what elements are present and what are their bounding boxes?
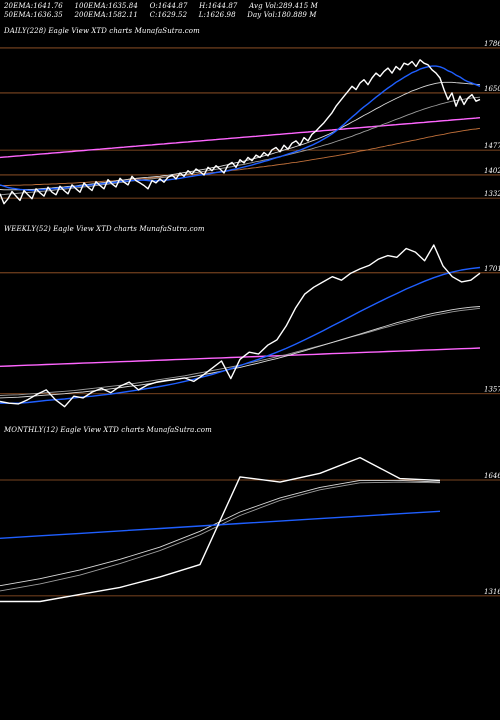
weekly-panel-title: WEEKLY(52) Eagle View XTD charts MunafaS… (4, 225, 205, 233)
monthly-tick-label-1: 1316 (484, 588, 500, 596)
ema50-value: 1636.35 (33, 11, 63, 19)
ema100-label: 100EMA: (74, 2, 109, 10)
ema50-label: 50EMA: (4, 11, 34, 19)
open-value: 1644.87 (157, 2, 188, 10)
monthly-panel-title: MONTHLY(12) Eagle View XTD charts Munafa… (4, 426, 212, 434)
daily-tick-label-0: 1786 (484, 40, 500, 48)
close-value: 1629.52 (157, 11, 188, 19)
weekly-ema-mid-line (0, 306, 481, 399)
daily-price-line (0, 59, 481, 205)
monthly-tick-label-0: 1646 (484, 472, 500, 480)
ema200-label: 200EMA: (74, 11, 109, 19)
daily-panel-title: DAILY(228) Eagle View XTD charts MunafaS… (4, 27, 200, 35)
header-row-2: 50EMA:1636.35 200EMA:1582.11 C:1629.52 L… (4, 11, 317, 19)
weekly-ema-long-line (0, 307, 481, 396)
ema20-label: 20EMA: (4, 2, 34, 10)
high-value: 1644.87 (207, 2, 238, 10)
daily-tick-label-3: 1402 (484, 167, 500, 175)
daily-tick-label-4: 1332 (484, 190, 500, 198)
daily-ema-short-line (0, 65, 481, 192)
daily-magenta-line (0, 117, 481, 159)
ema100-value: 1635.84 (108, 2, 138, 10)
weekly-price-line (0, 244, 481, 408)
weekly-tick-label-1: 1357 (484, 386, 500, 394)
monthly-price-line (0, 456, 441, 603)
close-label: C: (149, 11, 158, 19)
high-label: H: (199, 2, 208, 10)
daily-ema-200-line (0, 127, 481, 186)
avg-vol-value: 289.415 M (278, 2, 318, 10)
ema20-value: 1641.76 (33, 2, 63, 10)
monthly-ema-short-line (0, 510, 441, 539)
daily-tick-label-2: 1477 (484, 142, 500, 150)
low-value: 1626.98 (206, 11, 236, 19)
monthly-ema-mid-line (0, 479, 441, 587)
weekly-magenta-line (0, 347, 481, 367)
avg-vol-label: Avg Vol: (249, 2, 279, 10)
ema200-value: 1582.11 (108, 11, 138, 19)
low-label: L: (198, 11, 206, 19)
header-row-1: 20EMA:1641.76 100EMA:1635.84 O:1644.87 H… (4, 2, 318, 10)
day-vol-label: Day Vol: (247, 11, 278, 19)
day-vol-value: 180.889 M (277, 11, 317, 19)
open-label: O: (149, 2, 158, 10)
daily-ema-long-line (0, 96, 481, 196)
monthly-ema-long-line (0, 481, 441, 592)
daily-tick-label-1: 1650 (484, 85, 500, 93)
daily-ema-mid-line (0, 81, 481, 191)
weekly-ema-short-line (0, 266, 481, 404)
